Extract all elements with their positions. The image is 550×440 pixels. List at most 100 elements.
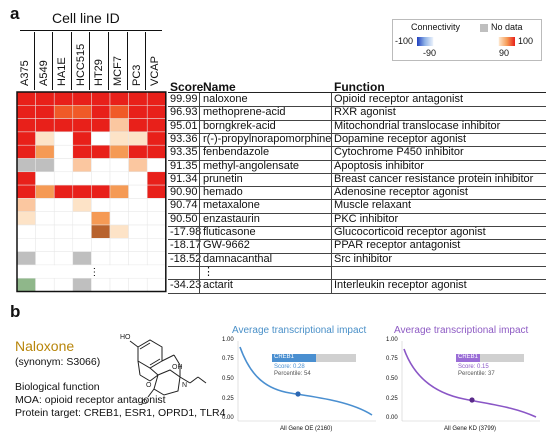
cell-line-label-text: A549 — [37, 60, 50, 86]
function-header: Function — [334, 80, 385, 94]
heatmap-cell — [16, 144, 36, 159]
heatmap-cell — [16, 171, 36, 186]
oe-gene-label: CREB1 — [274, 354, 295, 360]
legend-nodata-label: No data — [491, 22, 523, 32]
oe-impact-plot: Average transcriptional impact 1.00 0.75… — [220, 325, 380, 437]
heatmap-cell — [128, 105, 148, 119]
heatmap-cell — [109, 118, 129, 133]
heatmap-cell — [35, 91, 55, 106]
table-cell-name: methyl-angolensate — [203, 159, 300, 172]
heatmap-cell — [72, 224, 92, 239]
table-cell-name: actarit — [203, 279, 233, 292]
legend-tick-neg100: -100 — [395, 36, 414, 46]
heatmap-cell — [128, 211, 148, 226]
heatmap-cell — [72, 105, 92, 119]
table-cell-score: 95.01 — [170, 119, 198, 132]
table-cell-score: 91.35 — [170, 159, 198, 172]
kd-percentile: Percentile: 37 — [458, 371, 495, 377]
heatmap-cell — [16, 224, 36, 239]
oe-ytick-075: 0.75 — [222, 356, 234, 362]
legend-nodata-swatch — [480, 24, 488, 32]
heatmap-cell — [16, 277, 36, 292]
heatmap-cell — [109, 251, 129, 266]
heatmap-cell — [91, 238, 111, 252]
table-row-rule — [168, 279, 546, 281]
heatmap-cell — [16, 251, 36, 266]
table-cell-score: 93.36 — [170, 132, 198, 145]
kd-info-box: CREB1 Score: 0.15 Percentile: 37 — [456, 354, 524, 378]
oe-score: Score: 0.28 — [274, 364, 305, 370]
heatmap-cell — [35, 131, 55, 146]
heatmap-cell — [146, 105, 167, 119]
kd-ytick-000: 0.00 — [386, 415, 398, 421]
heatmap-cell — [72, 144, 92, 159]
heatmap-cell — [72, 251, 92, 266]
cell-line-label-text: PC3 — [130, 64, 143, 86]
heatmap-cell — [109, 131, 129, 146]
panel-b-label: b — [10, 302, 21, 321]
heatmap-cell — [128, 158, 148, 173]
drug-moa: MOA: opioid receptor antagonist — [15, 394, 166, 406]
table-cell-score: -17.98 — [170, 226, 202, 238]
table-cell-function: Src inhibitor — [334, 252, 393, 265]
heatmap-cell — [109, 184, 129, 199]
heatmap-cell — [35, 211, 55, 226]
heatmap-cell — [53, 238, 74, 252]
kd-impact-plot: Average transcriptional impact 1.00 0.75… — [384, 325, 546, 437]
heatmap-cell — [72, 118, 92, 133]
heatmap-cell — [72, 277, 92, 292]
cell-line-label: HT29 — [92, 58, 107, 86]
heatmap-cell — [146, 224, 167, 239]
oe-marker — [295, 391, 301, 397]
heatmap-cell — [109, 158, 129, 173]
table-cell-score: 90.90 — [170, 186, 198, 199]
table-cell-function: Breast cancer resistance protein inhibit… — [334, 172, 534, 185]
kd-ytick-025: 0.25 — [386, 396, 398, 402]
heatmap-cell — [72, 198, 92, 212]
table-cell-function: Interleukin receptor agonist — [334, 279, 467, 292]
table-cell-name: metaxalone — [203, 199, 260, 212]
heatmap-cell — [35, 118, 55, 133]
table-cell-name: borngkrek-acid — [203, 119, 276, 132]
heatmap-cell — [128, 91, 148, 106]
heatmap-cell — [128, 171, 148, 186]
heatmap-cell — [53, 211, 74, 226]
heatmap-cell — [146, 158, 167, 173]
heatmap-cell — [91, 91, 111, 106]
heatmap-cell — [146, 171, 167, 186]
kd-gene-bar — [456, 354, 524, 362]
legend-tick-pos90: 90 — [499, 48, 510, 58]
heatmap-cell — [35, 158, 55, 173]
oe-ytick-000: 0.00 — [222, 415, 234, 421]
cell-line-label-text: HCC515 — [74, 43, 87, 86]
cell-line-label: HA1E — [55, 57, 70, 86]
kd-curve — [403, 348, 537, 418]
heatmap-cell — [53, 144, 74, 159]
heatmap-cell — [128, 144, 148, 159]
cell-line-separator — [126, 32, 128, 90]
legend-tick-pos100: 100 — [518, 36, 534, 46]
heatmap-cell — [16, 131, 36, 146]
heatmap-cell — [16, 91, 36, 106]
heatmap-cell — [35, 251, 55, 266]
heatmap-cell — [53, 198, 74, 212]
heatmap-cell — [146, 211, 167, 226]
heatmap-cell — [91, 251, 111, 266]
heatmap-cell — [91, 118, 111, 133]
heatmap-cell — [53, 118, 74, 133]
heatmap-cell — [35, 224, 55, 239]
legend-gradient — [417, 37, 515, 46]
table-row-rule — [168, 186, 546, 188]
table-row-rule — [168, 292, 546, 294]
cell-line-separator — [70, 32, 72, 90]
table-row-rule — [168, 132, 546, 134]
oe-xlabel: All Gene OE (2160) — [280, 426, 333, 432]
cell-line-label: HCC515 — [74, 44, 89, 86]
heatmap-cell — [53, 224, 74, 239]
oe-ytick-100: 1.00 — [222, 337, 234, 343]
oe-curve — [239, 346, 373, 416]
heatmap-cell — [146, 198, 167, 212]
table-cell-score: 93.35 — [170, 146, 198, 159]
table-cell-name: prunetin — [203, 172, 243, 185]
cell-line-label: A375 — [18, 58, 33, 86]
